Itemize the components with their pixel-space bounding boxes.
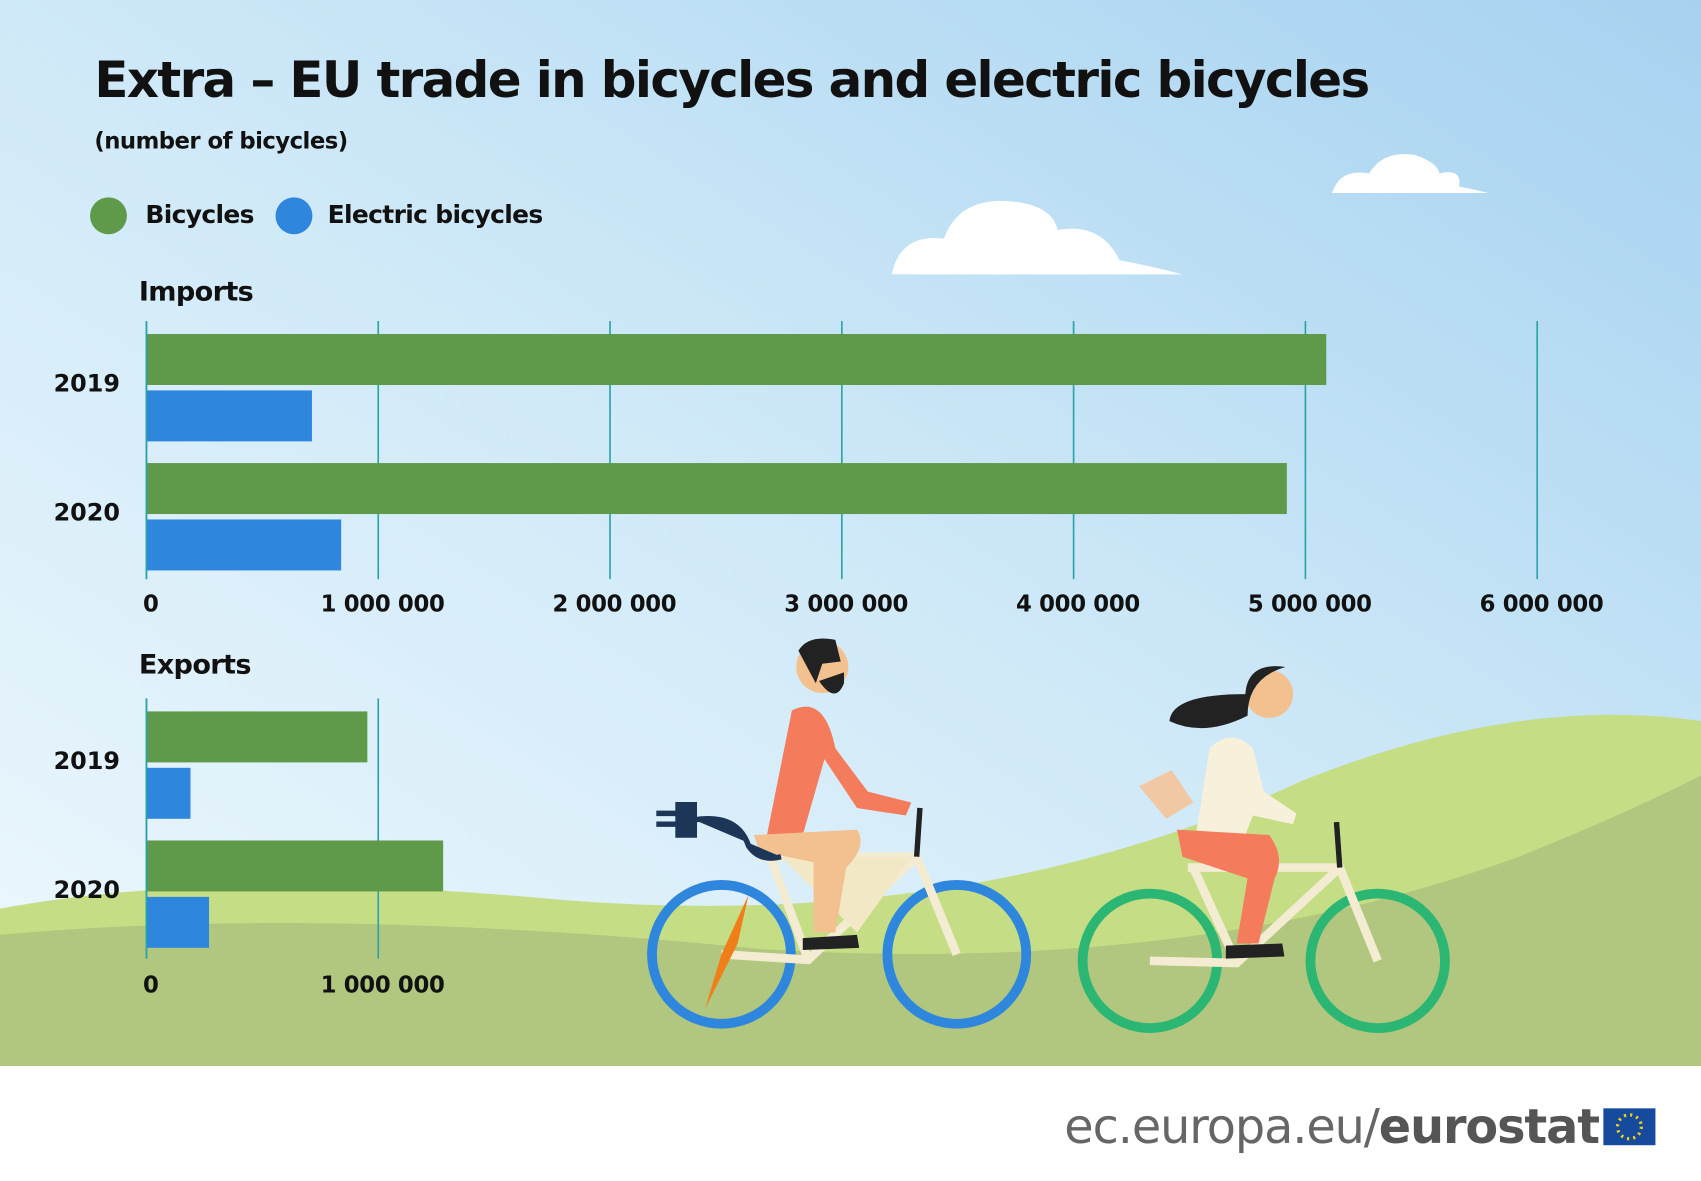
x-tick-label: 1 000 000 [321,592,445,618]
bar [146,334,1327,385]
footer-site: ec.europa.eu/ [1064,1100,1380,1155]
x-tick-label: 2 000 000 [552,592,676,618]
bar [146,390,312,442]
footer-brand: eurostat [1379,1100,1600,1155]
x-tick-label: 6 000 000 [1480,592,1604,618]
legend-swatch [275,197,313,235]
bar [146,767,191,819]
bar [146,463,1287,515]
legend-label: Electric bicycles [328,200,543,229]
bar [146,711,368,763]
y-tick-label: 2020 [54,499,120,527]
x-tick-label: 0 [143,972,159,998]
footer-url: ec.europa.eu/eurostat [1064,1100,1599,1155]
x-tick-label: 4 000 000 [1016,592,1140,618]
x-tick-label: 0 [143,592,159,618]
x-tick-label: 5 000 000 [1248,592,1372,618]
y-tick-label: 2019 [54,747,120,775]
chart-title: Exports [139,649,251,680]
y-tick-label: 2019 [54,369,120,397]
bar [146,896,210,948]
clouds [891,154,1489,275]
subtitle: (number of bicycles) [94,129,347,155]
legend-swatch [90,197,127,235]
title: Extra – EU trade in bicycles and electri… [94,51,1368,109]
man-cyclist [647,638,1032,1029]
legend-label: Bicycles [145,200,254,229]
x-tick-label: 3 000 000 [784,592,908,618]
footer-band [0,1066,1701,1181]
chart-title: Imports [139,276,253,307]
eu-flag [1603,1108,1656,1146]
bar [146,519,342,571]
y-tick-label: 2020 [54,876,120,904]
hill-front [0,775,1701,1067]
woman-cyclist [1077,666,1450,1033]
x-tick-label: 1 000 000 [321,972,445,998]
bar [146,840,444,892]
